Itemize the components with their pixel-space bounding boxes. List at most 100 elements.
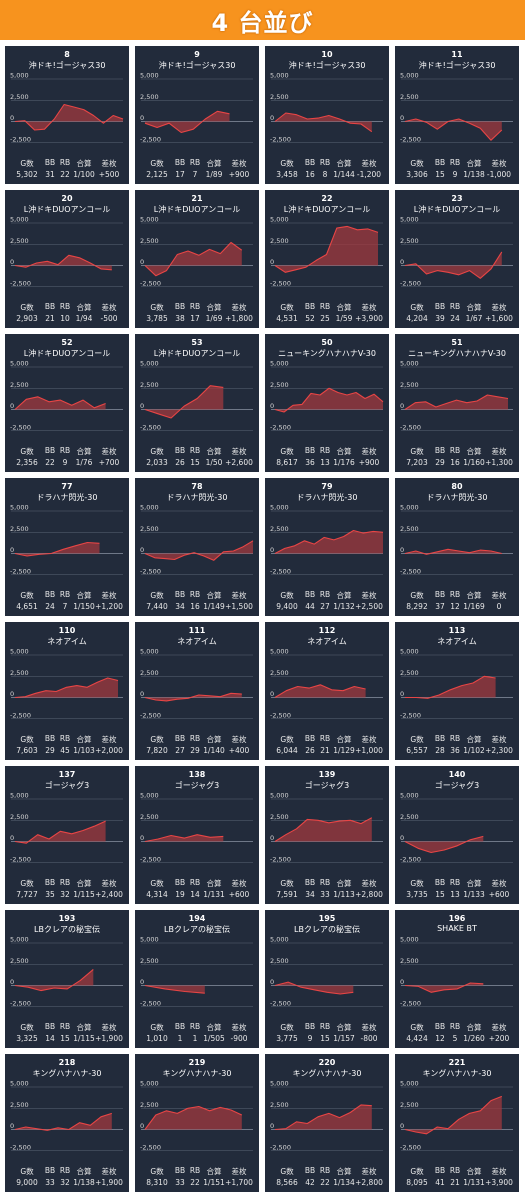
rb-value: 36	[450, 746, 460, 755]
y-tick-label: 5,000	[140, 73, 159, 80]
diff-value: -1,200	[356, 170, 382, 179]
payout-chart: 5,000 2,500 0 -2,500	[270, 505, 384, 575]
stats-header-label: G数	[20, 447, 34, 456]
y-tick-label: 0	[10, 978, 14, 986]
stats-header-label: 合算	[206, 303, 222, 312]
machine-name: L沖ドキDUOアンコール	[23, 205, 111, 214]
y-tick-label: 2,500	[140, 669, 159, 677]
stats-header-label: RB	[59, 1166, 71, 1175]
machine-card: 194 LBクレアの秘宝伝 5,000 2,500 0 -2,500 G数 BB RB 合算 差枚 1…	[135, 910, 259, 1048]
y-tick-label: -2,500	[140, 711, 161, 719]
rb-value: 15	[60, 1034, 70, 1043]
trend-line	[144, 692, 242, 702]
stats-header-label: G数	[150, 1167, 164, 1176]
machine-name: ゴージャグ3	[174, 781, 220, 790]
machine-name: 沖ドキ!ゴージャス30	[418, 61, 496, 70]
bb-value: 15	[435, 890, 445, 899]
stats-header-label: G数	[280, 1167, 294, 1176]
trend-area	[405, 836, 484, 853]
games-value: 6,557	[406, 746, 428, 755]
machine-name: キングハナハナ-30	[422, 1069, 492, 1078]
trend-line	[274, 112, 373, 133]
bb-value: 33	[45, 1178, 55, 1187]
trend-area	[275, 388, 383, 412]
trend-line	[405, 675, 496, 699]
stats-header-label: BB	[44, 590, 56, 599]
payout-chart: 5,000 2,500 0 -2,500	[10, 217, 123, 287]
combined-value: 1/144	[333, 170, 355, 179]
machine-name: L沖ドキDUOアンコール	[23, 349, 111, 358]
stats-header-label: RB	[189, 158, 201, 167]
stats-header-label: 合算	[206, 159, 222, 168]
y-tick-label: -2,500	[140, 567, 161, 575]
machine-name: ネオアイム	[177, 637, 217, 646]
stats-header-label: 差枚	[231, 303, 247, 312]
rb-value: 12	[450, 602, 460, 611]
y-tick-label: 5,000	[270, 649, 289, 656]
combined-value: 1/138	[73, 1178, 95, 1187]
stats-header-label: 合算	[76, 735, 92, 744]
games-value: 9,400	[276, 602, 298, 611]
stats-header-label: 差枚	[491, 879, 507, 888]
stats-header-label: 差枚	[101, 159, 117, 168]
trend-line	[14, 254, 112, 271]
payout-chart: 5,000 2,500 0 -2,500	[400, 361, 513, 431]
stats-header-label: 合算	[336, 591, 352, 600]
trend-area	[275, 684, 366, 698]
y-tick-label: -2,500	[400, 567, 421, 575]
combined-value: 1/160	[463, 458, 485, 467]
machine-name: ゴージャグ3	[434, 781, 480, 790]
trend-area	[405, 1096, 502, 1134]
stats-header-label: 差枚	[231, 159, 247, 168]
stats-header-label: 合算	[76, 1167, 92, 1176]
stats-header-label: 差枚	[101, 735, 117, 744]
stats-header-label: RB	[189, 302, 201, 311]
trend-area	[145, 985, 205, 994]
bb-value: 21	[45, 314, 55, 323]
machine-number: 193	[58, 914, 76, 923]
diff-value: +2,500	[355, 602, 383, 611]
stats-header-label: 合算	[336, 159, 352, 168]
y-tick-label: 5,000	[270, 937, 289, 944]
trend-area	[15, 104, 123, 130]
y-tick-label: -2,500	[270, 855, 291, 863]
stats-header-label: G数	[410, 879, 424, 888]
machine-card: 50 ニューキングハナハナV-30 5,000 2,500 0 -2,500 G数 BB RB 合…	[265, 334, 389, 472]
y-tick-label: 2,500	[10, 525, 29, 533]
rb-value: 21	[320, 746, 330, 755]
stats-header-label: RB	[449, 590, 461, 599]
machine-number: 195	[318, 914, 336, 923]
y-tick-label: 0	[400, 546, 404, 554]
trend-area	[145, 1106, 242, 1130]
stats-header-label: 合算	[336, 735, 352, 744]
stats-header-label: 合算	[466, 303, 482, 312]
y-tick-label: 2,500	[140, 813, 159, 821]
combined-value: 1/131	[463, 1178, 485, 1187]
payout-chart: 5,000 2,500 0 -2,500	[140, 1081, 253, 1151]
diff-value: +1,300	[485, 458, 513, 467]
y-tick-label: 2,500	[10, 381, 29, 389]
combined-value: 1/131	[203, 890, 225, 899]
y-tick-label: 0	[270, 1122, 274, 1130]
y-tick-label: 5,000	[10, 793, 29, 800]
stats-header-label: RB	[59, 302, 71, 311]
y-tick-label: 0	[10, 1122, 14, 1130]
diff-value: +1,600	[485, 314, 513, 323]
stats-header-label: G数	[280, 591, 294, 600]
bb-value: 19	[175, 890, 185, 899]
y-tick-label: 2,500	[270, 93, 289, 101]
trend-area	[145, 540, 253, 561]
diff-value: +900	[228, 170, 250, 179]
y-tick-label: 0	[400, 258, 404, 266]
y-tick-label: 2,500	[10, 237, 29, 245]
y-tick-label: 5,000	[140, 505, 159, 512]
stats-header-label: G数	[150, 591, 164, 600]
y-tick-label: 0	[140, 690, 144, 698]
machine-number: 194	[188, 914, 206, 923]
y-tick-label: -2,500	[400, 423, 421, 431]
diff-value: +2,800	[355, 890, 383, 899]
stats-header-label: G数	[20, 303, 34, 312]
stats-header-label: 合算	[466, 159, 482, 168]
machine-number: 22	[321, 194, 333, 203]
payout-chart: 5,000 2,500 0 -2,500	[140, 649, 253, 719]
